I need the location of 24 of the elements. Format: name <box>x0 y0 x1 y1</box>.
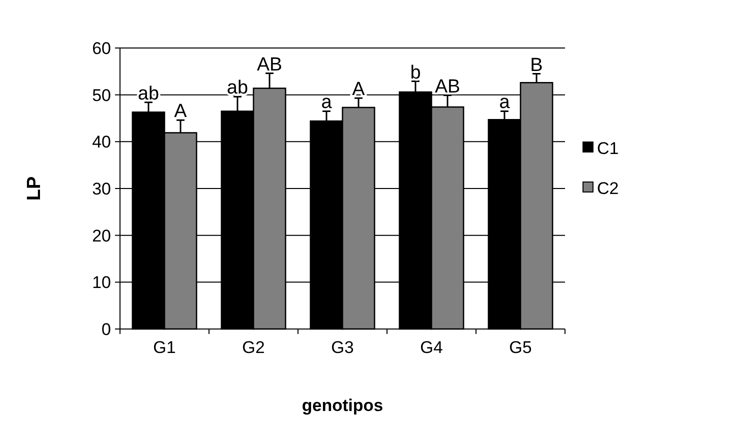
legend-label: C1 <box>597 138 619 158</box>
data-label: A <box>174 101 188 122</box>
x-tick-label: G4 <box>420 338 443 357</box>
data-label: B <box>530 54 543 76</box>
data-label: AB <box>256 54 282 76</box>
y-tick-label: 40 <box>92 132 111 152</box>
data-label: AB <box>434 76 460 98</box>
legend-label: C2 <box>597 178 619 198</box>
y-tick-label: 60 <box>92 38 111 58</box>
x-tick-label: G5 <box>509 338 532 357</box>
x-tick-label: G2 <box>242 338 265 357</box>
data-label: a <box>499 92 510 114</box>
data-label: a <box>321 92 332 114</box>
y-tick-label: 30 <box>92 179 111 198</box>
x-tick-label: G1 <box>153 338 176 357</box>
data-label: ab <box>226 78 248 99</box>
y-tick-label: 0 <box>102 320 111 339</box>
x-tick-label: G3 <box>331 338 354 357</box>
y-axis-title: LP <box>24 176 45 201</box>
y-tick-label: 10 <box>92 273 111 292</box>
y-tick-label: 20 <box>92 226 111 246</box>
y-tick-label: 50 <box>92 86 111 105</box>
x-axis-title: genotipos <box>302 396 384 415</box>
data-label: b <box>410 62 421 84</box>
